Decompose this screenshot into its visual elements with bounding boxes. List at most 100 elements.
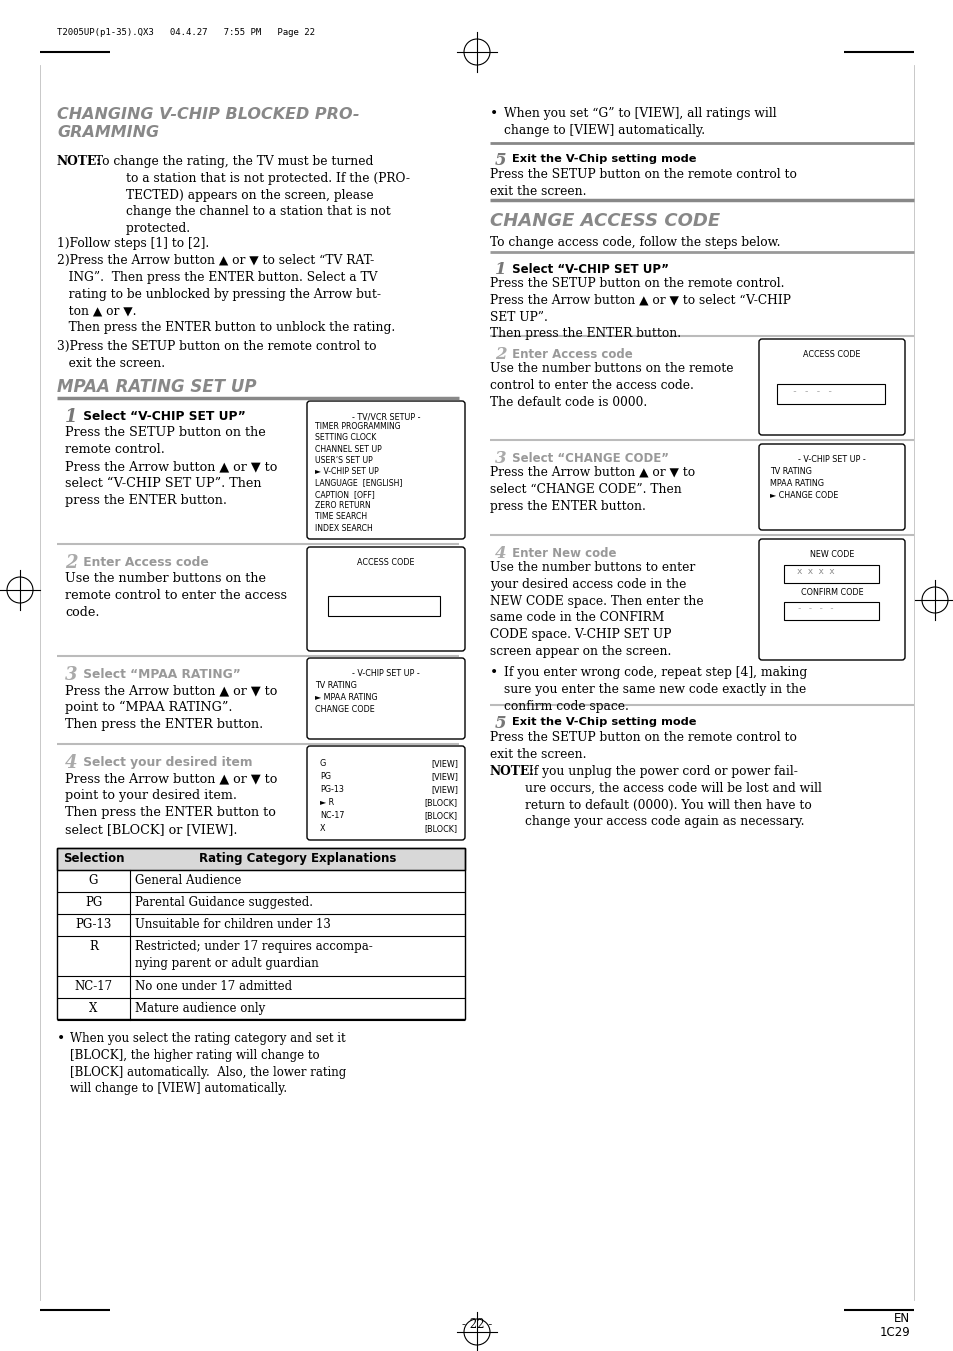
Text: Select “CHANGE CODE”: Select “CHANGE CODE”	[507, 453, 668, 465]
Text: Select your desired item: Select your desired item	[79, 757, 253, 769]
FancyBboxPatch shape	[307, 547, 464, 651]
FancyBboxPatch shape	[759, 539, 904, 661]
Bar	[783, 565, 878, 584]
Text: If you unplug the power cord or power fail-
ure occurs, the access code will be : If you unplug the power cord or power fa…	[524, 765, 821, 828]
Text: CHANGE CODE: CHANGE CODE	[314, 705, 375, 713]
Text: G: G	[89, 874, 98, 888]
Text: EN: EN	[893, 1312, 909, 1325]
Text: PG: PG	[85, 896, 102, 909]
Text: ► CHANGE CODE: ► CHANGE CODE	[769, 490, 838, 500]
Text: Exit the V-Chip setting mode: Exit the V-Chip setting mode	[507, 717, 696, 727]
Text: TV RATING: TV RATING	[769, 467, 811, 476]
Text: 3: 3	[65, 666, 77, 684]
Text: MPAA RATING SET UP: MPAA RATING SET UP	[57, 378, 256, 396]
Text: To change the rating, the TV must be turned
        to a station that is not pro: To change the rating, the TV must be tur…	[95, 155, 410, 235]
Text: G: G	[319, 759, 326, 767]
Text: INDEX SEARCH: INDEX SEARCH	[314, 524, 373, 532]
Text: - TV/VCR SETUP -: - TV/VCR SETUP -	[352, 412, 420, 422]
Text: Press the Arrow button ▲ or ▼ to
point to your desired item.
Then press the ENTE: Press the Arrow button ▲ or ▼ to point t…	[65, 771, 277, 836]
Text: Select “V-CHIP SET UP”: Select “V-CHIP SET UP”	[79, 409, 246, 423]
Text: T2005UP(p1-35).QX3   04.4.27   7:55 PM   Page 22: T2005UP(p1-35).QX3 04.4.27 7:55 PM Page …	[57, 28, 314, 36]
Text: •: •	[490, 666, 497, 680]
Text: NEW CODE: NEW CODE	[809, 550, 853, 559]
Text: Selection: Selection	[63, 852, 124, 865]
Text: 1)Follow steps [1] to [2].: 1)Follow steps [1] to [2].	[57, 236, 209, 250]
Text: Select “MPAA RATING”: Select “MPAA RATING”	[79, 667, 240, 681]
Bar	[57, 848, 464, 1019]
Text: [VIEW]: [VIEW]	[431, 785, 457, 794]
FancyBboxPatch shape	[307, 746, 464, 840]
Text: USER’S SET UP: USER’S SET UP	[314, 455, 373, 465]
Bar	[783, 603, 878, 620]
Text: SETTING CLOCK: SETTING CLOCK	[314, 434, 375, 442]
Text: 4: 4	[65, 754, 77, 771]
Text: [BLOCK]: [BLOCK]	[424, 824, 457, 834]
FancyBboxPatch shape	[307, 658, 464, 739]
Text: When you select the rating category and set it
[BLOCK], the higher rating will c: When you select the rating category and …	[70, 1032, 346, 1096]
Text: 2: 2	[65, 554, 77, 571]
Bar	[328, 596, 439, 616]
Text: - - - -: - - - -	[791, 386, 832, 396]
Text: NC-17: NC-17	[74, 979, 112, 993]
Text: Restricted; under 17 requires accompa-
nying parent or adult guardian: Restricted; under 17 requires accompa- n…	[135, 940, 373, 970]
Text: CHANNEL SET UP: CHANNEL SET UP	[314, 444, 381, 454]
Text: [BLOCK]: [BLOCK]	[424, 798, 457, 807]
Text: Enter Access code: Enter Access code	[79, 557, 209, 569]
Text: Press the Arrow button ▲ or ▼ to
point to “MPAA RATING”.
Then press the ENTER bu: Press the Arrow button ▲ or ▼ to point t…	[65, 684, 277, 731]
Text: R: R	[89, 940, 98, 952]
Text: 2)Press the Arrow button ▲ or ▼ to select “TV RAT-
   ING”.  Then press the ENTE: 2)Press the Arrow button ▲ or ▼ to selec…	[57, 254, 395, 334]
Text: When you set “G” to [VIEW], all ratings will
change to [VIEW] automatically.: When you set “G” to [VIEW], all ratings …	[503, 107, 776, 136]
Bar	[57, 848, 464, 870]
Text: Press the SETUP button on the
remote control.
Press the Arrow button ▲ or ▼ to
s: Press the SETUP button on the remote con…	[65, 426, 277, 507]
Text: MPAA RATING: MPAA RATING	[769, 480, 823, 488]
Text: TIME SEARCH: TIME SEARCH	[314, 512, 367, 521]
Text: No one under 17 admitted: No one under 17 admitted	[135, 979, 292, 993]
Text: ACCESS CODE: ACCESS CODE	[356, 558, 415, 567]
Text: 3)Press the SETUP button on the remote control to
   exit the screen.: 3)Press the SETUP button on the remote c…	[57, 340, 376, 370]
Text: [VIEW]: [VIEW]	[431, 771, 457, 781]
Text: ACCESS CODE: ACCESS CODE	[802, 350, 860, 359]
Text: 5: 5	[495, 153, 506, 169]
Text: PG: PG	[319, 771, 331, 781]
Text: Press the SETUP button on the remote control.
Press the Arrow button ▲ or ▼ to s: Press the SETUP button on the remote con…	[490, 277, 790, 340]
Text: ZERO RETURN: ZERO RETURN	[314, 501, 371, 511]
Text: Enter New code: Enter New code	[507, 547, 616, 561]
Text: Press the Arrow button ▲ or ▼ to
select “CHANGE CODE”. Then
press the ENTER butt: Press the Arrow button ▲ or ▼ to select …	[490, 466, 695, 512]
Text: [VIEW]: [VIEW]	[431, 759, 457, 767]
Text: ► R: ► R	[319, 798, 334, 807]
Text: Mature audience only: Mature audience only	[135, 1002, 265, 1015]
Text: To change access code, follow the steps below.: To change access code, follow the steps …	[490, 236, 780, 249]
Text: Parental Guidance suggested.: Parental Guidance suggested.	[135, 896, 313, 909]
Text: PG-13: PG-13	[319, 785, 343, 794]
Text: •: •	[57, 1032, 65, 1046]
Text: X: X	[319, 824, 325, 834]
Text: TIMER PROGRAMMING: TIMER PROGRAMMING	[314, 422, 400, 431]
Text: LANGUAGE  [ENGLISH]: LANGUAGE [ENGLISH]	[314, 478, 402, 488]
Text: If you enter wrong code, repeat step [4], making
sure you enter the same new cod: If you enter wrong code, repeat step [4]…	[503, 666, 806, 712]
Text: Use the number buttons to enter
your desired access code in the
NEW CODE space. : Use the number buttons to enter your des…	[490, 561, 703, 658]
Text: Unsuitable for children under 13: Unsuitable for children under 13	[135, 917, 331, 931]
Text: 3: 3	[495, 450, 506, 467]
Text: Use the number buttons on the remote
control to enter the access code.
The defau: Use the number buttons on the remote con…	[490, 362, 733, 408]
Text: X: X	[90, 1002, 97, 1015]
Text: Select “V-CHIP SET UP”: Select “V-CHIP SET UP”	[507, 263, 668, 276]
Text: NC-17: NC-17	[319, 811, 344, 820]
Text: Use the number buttons on the
remote control to enter the access
code.: Use the number buttons on the remote con…	[65, 571, 287, 619]
Text: Exit the V-Chip setting mode: Exit the V-Chip setting mode	[507, 154, 696, 163]
Text: - V-CHIP SET UP -: - V-CHIP SET UP -	[352, 669, 419, 678]
Text: Rating Category Explanations: Rating Category Explanations	[198, 852, 395, 865]
Text: •: •	[490, 107, 497, 122]
Text: NOTE:: NOTE:	[490, 765, 535, 778]
Text: - - - -: - - - -	[796, 604, 834, 613]
Text: 1: 1	[65, 408, 77, 426]
Text: Enter Access code: Enter Access code	[507, 349, 632, 361]
Bar	[776, 384, 884, 404]
Text: CAPTION  [OFF]: CAPTION [OFF]	[314, 490, 375, 499]
Text: 2: 2	[495, 346, 506, 363]
Text: CHANGE ACCESS CODE: CHANGE ACCESS CODE	[490, 212, 720, 230]
Text: 5: 5	[495, 715, 506, 732]
Text: [BLOCK]: [BLOCK]	[424, 811, 457, 820]
FancyBboxPatch shape	[307, 401, 464, 539]
Text: General Audience: General Audience	[135, 874, 241, 888]
Text: x x x x: x x x x	[796, 567, 834, 576]
